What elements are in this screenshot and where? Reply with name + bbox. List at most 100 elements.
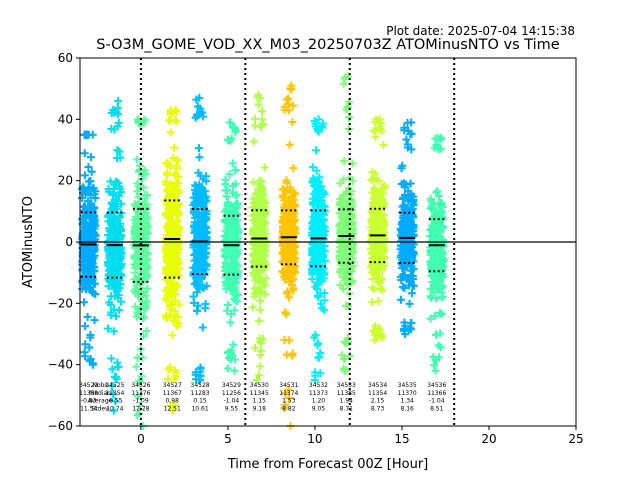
data-point xyxy=(284,211,293,220)
outlier-point xyxy=(135,377,143,386)
data-point xyxy=(336,179,345,188)
data-point xyxy=(225,170,234,179)
data-point xyxy=(335,237,344,246)
data-point xyxy=(378,225,387,234)
data-point xyxy=(429,288,438,297)
stat-label: -1.04 xyxy=(224,398,240,405)
data-point xyxy=(255,255,264,264)
outlier-point xyxy=(227,134,236,143)
outlier-point xyxy=(251,343,259,352)
data-point xyxy=(434,192,443,200)
stat-header: Median xyxy=(89,390,111,397)
stat-label: 34523 xyxy=(79,382,98,389)
outlier-point xyxy=(168,406,177,415)
data-point xyxy=(320,189,329,198)
data-point xyxy=(170,191,179,200)
stat-label: 34528 xyxy=(191,382,210,389)
chart-title: S-O3M_GOME_VOD_XX_M03_20250703Z ATOMinus… xyxy=(96,37,560,53)
outlier-point xyxy=(432,356,440,365)
data-point xyxy=(399,282,407,291)
data-point xyxy=(107,308,116,317)
data-point xyxy=(409,257,418,266)
data-point xyxy=(86,263,95,272)
data-point xyxy=(221,175,230,184)
outlier-point xyxy=(431,366,440,375)
data-point xyxy=(195,256,204,265)
x-tick-label: 25 xyxy=(568,432,583,446)
data-point xyxy=(308,224,317,233)
data-point xyxy=(260,163,269,172)
data-point xyxy=(231,179,240,188)
outlier-point xyxy=(432,331,441,340)
data-point xyxy=(257,288,266,296)
data-point xyxy=(172,169,180,178)
data-point xyxy=(104,187,113,196)
data-point xyxy=(260,250,269,259)
stat-label: 12.28 xyxy=(132,405,149,412)
data-point xyxy=(404,187,413,196)
data-point xyxy=(201,265,210,274)
data-point xyxy=(138,314,147,323)
data-point xyxy=(171,307,180,316)
data-point xyxy=(134,193,143,202)
outlier-point xyxy=(314,115,323,124)
stat-label: 9.55 xyxy=(225,405,239,412)
outlier-point xyxy=(254,90,263,99)
data-point xyxy=(89,213,98,222)
data-point xyxy=(428,226,437,235)
data-point xyxy=(255,272,264,281)
data-point xyxy=(111,178,120,187)
data-point xyxy=(315,251,324,260)
outlier-point xyxy=(401,330,410,338)
outlier-point xyxy=(280,401,289,409)
data-point xyxy=(427,294,436,302)
stat-label: 11373 xyxy=(309,390,328,397)
data-point xyxy=(197,274,206,283)
data-point xyxy=(248,303,257,312)
series-group xyxy=(220,118,242,375)
data-point xyxy=(405,281,413,290)
data-point xyxy=(347,196,355,205)
outlier-point xyxy=(114,96,123,105)
data-point xyxy=(139,332,148,341)
data-point xyxy=(194,301,203,310)
data-point xyxy=(338,193,346,202)
data-point xyxy=(318,266,327,275)
data-point xyxy=(337,225,346,234)
data-point xyxy=(131,302,140,311)
data-point xyxy=(201,304,210,313)
data-point xyxy=(80,149,89,158)
data-point xyxy=(278,241,287,250)
outlier-point xyxy=(133,411,142,420)
outlier-point xyxy=(310,376,319,384)
data-point xyxy=(106,292,115,301)
data-point xyxy=(87,153,95,162)
data-point xyxy=(117,297,126,306)
data-point xyxy=(161,295,170,304)
data-point xyxy=(223,301,232,309)
data-point xyxy=(115,256,123,264)
data-point xyxy=(336,281,345,290)
data-point xyxy=(195,180,204,189)
data-point xyxy=(318,209,327,218)
data-point xyxy=(163,168,172,177)
outlier-point xyxy=(226,118,235,127)
stat-label: 1.34 xyxy=(401,398,415,405)
data-point xyxy=(105,254,114,263)
data-point xyxy=(143,229,152,238)
data-point xyxy=(406,266,415,275)
stat-label: 8.16 xyxy=(401,405,415,412)
data-point xyxy=(308,275,317,283)
data-point xyxy=(286,253,294,262)
stat-label: 11256 xyxy=(222,390,241,397)
series-group xyxy=(161,106,183,415)
data-point xyxy=(130,227,139,236)
data-point xyxy=(249,269,258,278)
data-point xyxy=(429,236,438,245)
data-point xyxy=(340,157,349,165)
x-tick-label: 0 xyxy=(137,432,145,446)
data-point xyxy=(109,200,117,209)
data-point xyxy=(174,208,183,217)
data-point xyxy=(232,190,241,199)
